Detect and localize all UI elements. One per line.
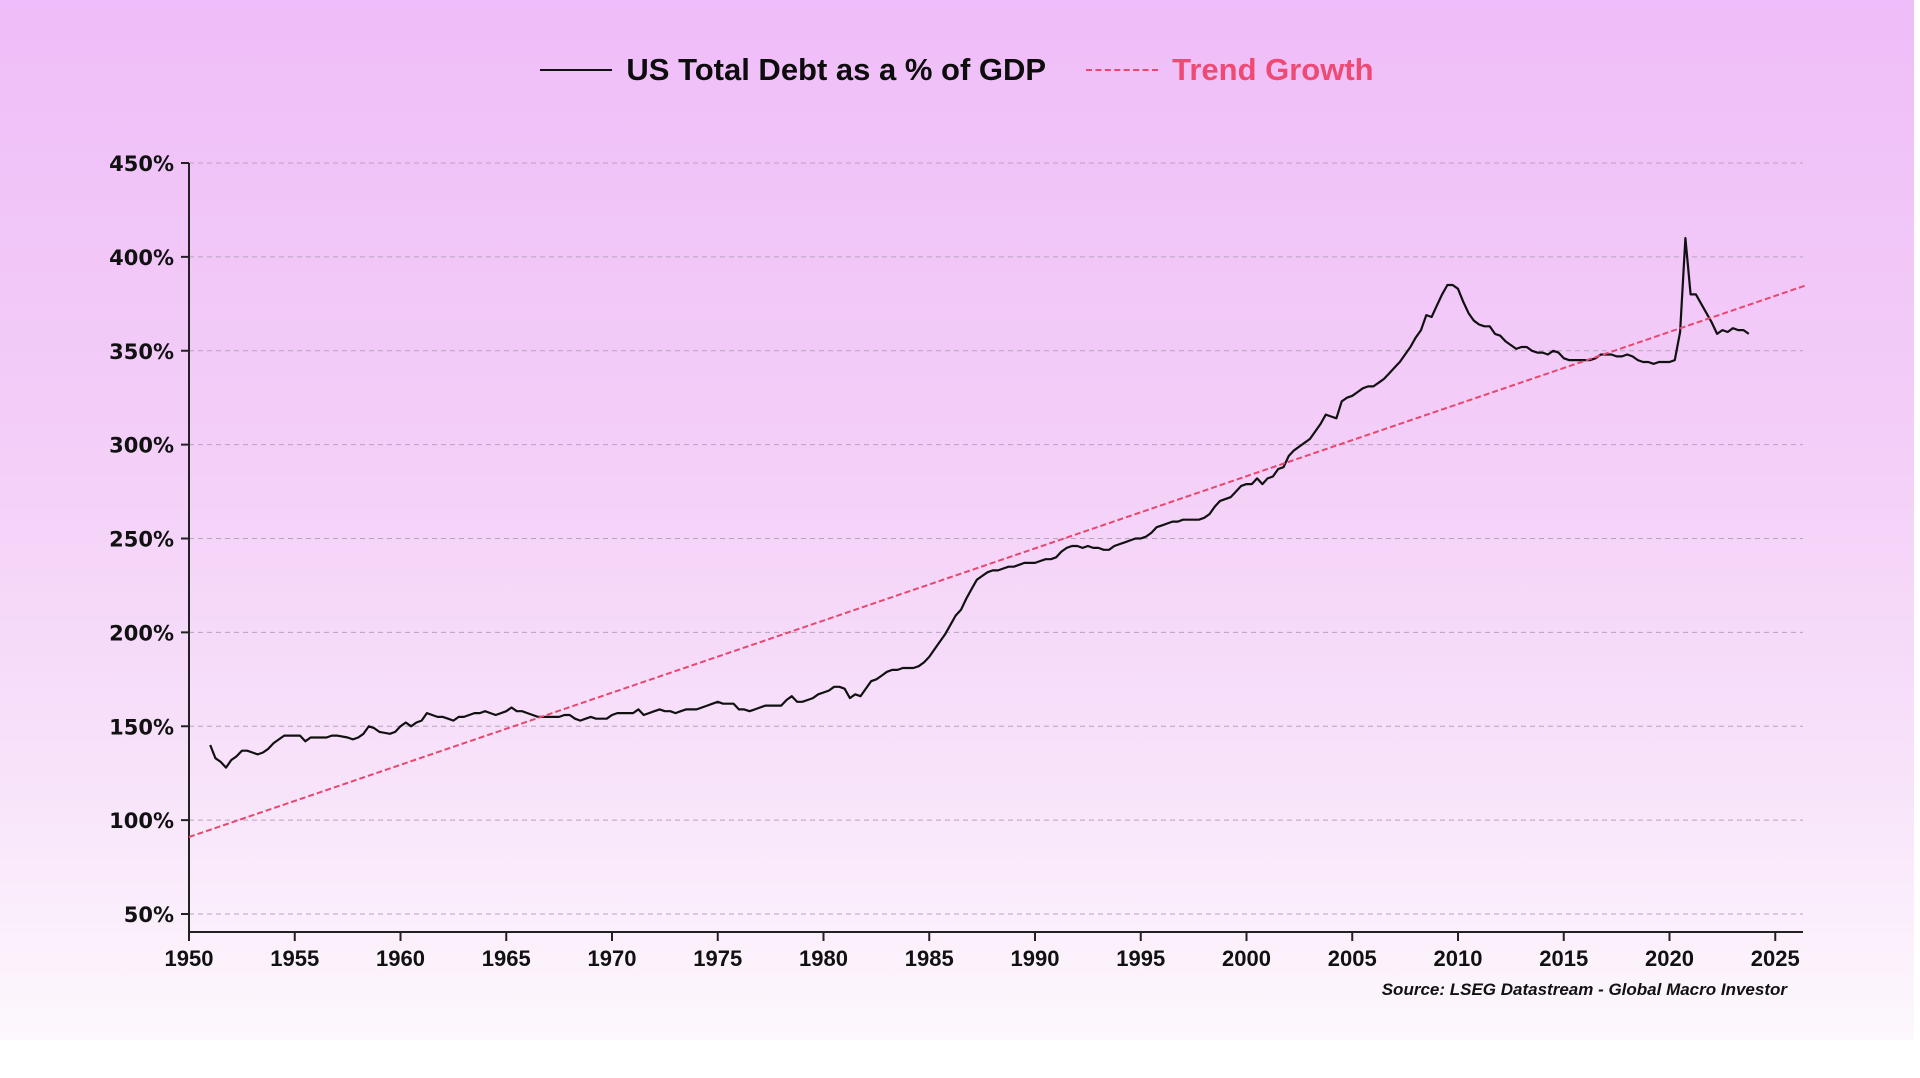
x-tick-label: 1960 (376, 946, 425, 971)
x-tick-label: 2005 (1328, 946, 1377, 971)
x-tick-label: 1975 (693, 946, 742, 971)
legend-item-debt: US Total Debt as a % of GDP (540, 52, 1046, 88)
y-axis: 50% 100% 150% 200% 250% 300% 350% 400% 450% (109, 152, 190, 932)
y-tick-label: 300% (109, 434, 174, 458)
x-tick-label: 2020 (1645, 946, 1694, 971)
x-tick-label: 1950 (165, 946, 214, 971)
x-axis: 1950 1955 1960 1965 1970 1975 1980 1985 1990 1995… (165, 931, 1803, 971)
y-tick-label: 200% (109, 621, 174, 645)
y-tick-label: 250% (109, 528, 174, 552)
legend-swatch-solid-line (540, 69, 613, 71)
x-tick-label: 1985 (905, 946, 954, 971)
series-line-debt-to-gdp (209, 237, 1750, 769)
x-tick-label: 2015 (1539, 946, 1588, 971)
x-tick-label: 1970 (588, 946, 637, 971)
x-tick-label: 1990 (1011, 946, 1060, 971)
gridlines (189, 162, 1803, 915)
chart-background (0, 0, 1914, 1040)
y-tick-label: 450% (109, 152, 174, 176)
x-tick-label: 2010 (1434, 946, 1483, 971)
x-tick-label: 1995 (1116, 946, 1165, 971)
legend-label-trend: Trend Growth (1172, 52, 1374, 87)
y-tick-label: 400% (109, 246, 174, 270)
series-group (188, 237, 1808, 838)
legend-label-debt: US Total Debt as a % of GDP (626, 52, 1047, 87)
y-tick-label: 100% (109, 809, 174, 833)
series-line-trend-growth (188, 284, 1808, 838)
y-tick-label: 50% (124, 903, 174, 927)
x-tick-label: 1980 (799, 946, 848, 971)
y-tick-label: 350% (109, 340, 174, 364)
x-tick-label: 2000 (1222, 946, 1271, 971)
legend: US Total Debt as a % of GDP Trend Growth (0, 50, 1914, 90)
y-tick-label: 150% (109, 715, 174, 739)
legend-swatch-dashed-line (1086, 69, 1159, 71)
x-tick-label: 2025 (1751, 946, 1800, 971)
legend-item-trend: Trend Growth (1086, 52, 1374, 88)
source-note: Source: LSEG Datastream - Global Macro I… (1381, 980, 1787, 999)
x-tick-label: 1955 (270, 946, 319, 971)
x-tick-label: 1965 (482, 946, 531, 971)
